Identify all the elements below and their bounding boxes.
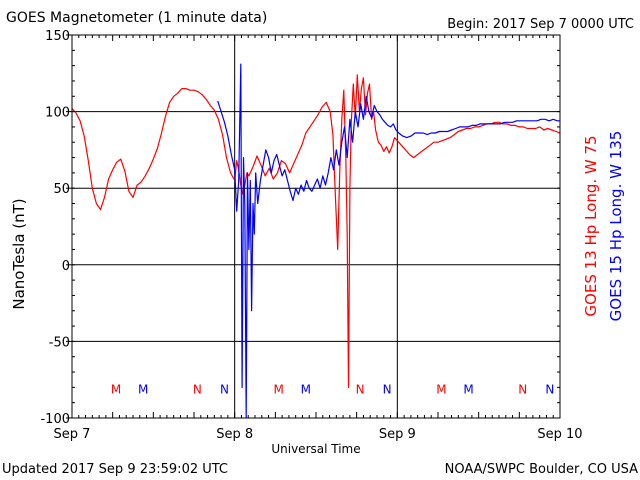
local-time-marker: M xyxy=(436,382,446,396)
local-time-marker: N xyxy=(518,382,527,396)
local-time-marker: M xyxy=(111,382,121,396)
local-time-marker: M xyxy=(138,382,148,396)
y-axis-label: NanoTesla (nT) xyxy=(10,198,28,309)
credit-label: NOAA/SWPC Boulder, CO USA xyxy=(445,462,638,477)
local-time-marker: M xyxy=(463,382,473,396)
y-tick-label: -50 xyxy=(49,335,70,350)
y-tick-label: 150 xyxy=(45,29,70,44)
local-time-marker: N xyxy=(545,382,554,396)
local-time-marker: M xyxy=(274,382,284,396)
local-time-marker: N xyxy=(220,382,229,396)
updated-timestamp: Updated 2017 Sep 9 23:59:02 UTC xyxy=(2,462,228,477)
legend-entry-1: GOES 13 Hp Long. W 75 xyxy=(582,135,600,316)
legend: GOES 13 Hp Long. W 75 GOES 15 Hp Long. W … xyxy=(582,131,625,322)
y-tick-label: 50 xyxy=(53,182,70,197)
series-layer xyxy=(72,63,560,418)
series-line-1 xyxy=(72,74,560,388)
marker-layer: M N M N M NM N M N M N xyxy=(111,382,554,396)
local-time-marker: N xyxy=(356,382,365,396)
local-time-marker: N xyxy=(383,382,392,396)
series-line-2 xyxy=(217,63,560,418)
local-time-marker: N xyxy=(193,382,202,396)
x-tick-label: Sep 10 xyxy=(537,427,582,442)
x-tick-label: Sep 7 xyxy=(54,427,91,442)
chart-title: GOES Magnetometer (1 minute data) xyxy=(6,10,267,26)
local-time-marker: M xyxy=(301,382,311,396)
begin-label: Begin: 2017 Sep 7 0000 UTC xyxy=(447,17,634,32)
grid-layer xyxy=(72,35,560,418)
x-tick-label: Sep 9 xyxy=(379,427,416,442)
plot-frame xyxy=(71,34,561,419)
y-tick-label: 0 xyxy=(62,259,70,274)
x-axis-label: Universal Time xyxy=(271,442,360,456)
x-tick-label: Sep 8 xyxy=(216,427,253,442)
axis-layer: -100 -50 0 50 100 150 Sep 7 Sep 8 Sep 9 Sep 10 xyxy=(40,29,582,442)
y-tick-label: -100 xyxy=(40,412,70,427)
legend-entry-2: GOES 15 Hp Long. W 135 xyxy=(607,131,625,322)
y-tick-label: 100 xyxy=(45,106,70,121)
